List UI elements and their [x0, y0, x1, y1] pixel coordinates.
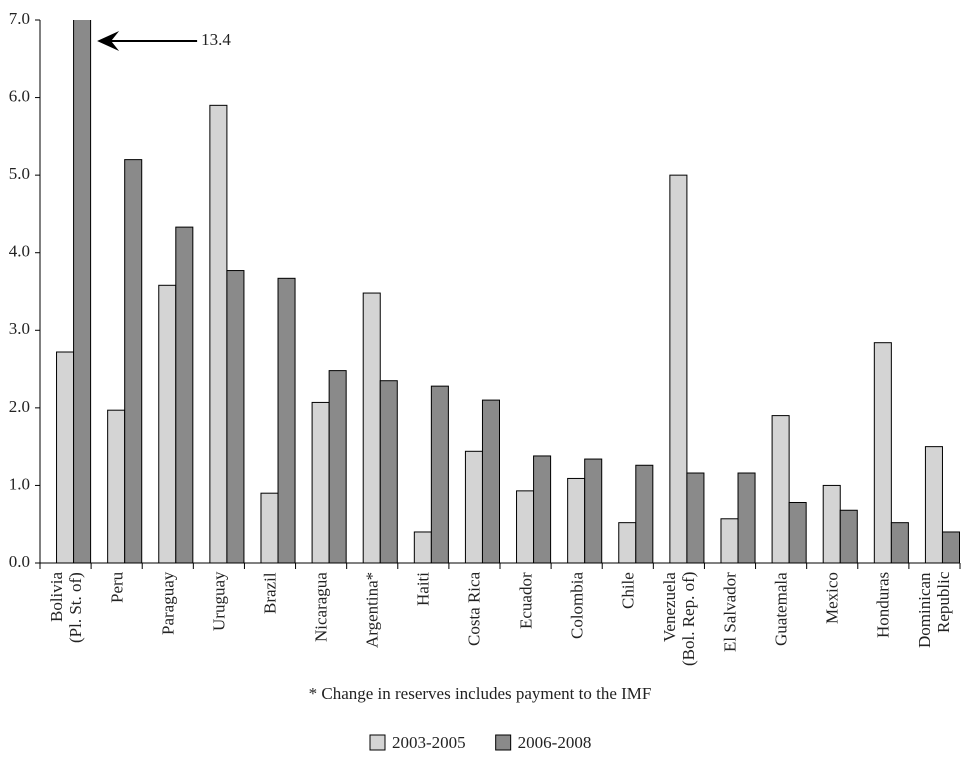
bar — [822, 484, 841, 563]
x-tick-label: Dominican Republic — [915, 572, 954, 648]
bar — [481, 399, 500, 563]
x-tick-label: Haiti — [413, 572, 433, 606]
bar — [890, 522, 909, 563]
bar — [158, 284, 177, 563]
x-tick-label: Ecuador — [516, 572, 536, 629]
bar — [311, 401, 330, 563]
y-tick-label: 3.0 — [9, 319, 30, 338]
bar — [56, 351, 75, 563]
y-tick-label: 0.0 — [9, 552, 30, 571]
legend-swatch — [369, 734, 386, 751]
legend-label: 2003-2005 — [392, 733, 466, 752]
footnote: * Change in reserves includes payment to… — [309, 684, 652, 703]
y-tick-label: 4.0 — [9, 242, 30, 261]
annotation: 13.4 — [201, 30, 231, 49]
x-tick-label: Costa Rica — [464, 572, 484, 647]
bar — [873, 342, 892, 563]
x-tick-label: Venezuela (Bol. Rep. of) — [659, 572, 698, 667]
y-tick-label: 7.0 — [9, 9, 30, 28]
x-tick-label: Honduras — [873, 572, 893, 639]
bar — [362, 292, 381, 563]
x-tick-label: El Salvador — [720, 572, 740, 652]
bar — [533, 455, 552, 563]
bar — [669, 174, 688, 563]
bar — [430, 385, 449, 563]
bar — [584, 458, 603, 563]
bar — [635, 464, 654, 563]
bar — [941, 531, 960, 563]
x-tick-label: Peru — [107, 572, 127, 604]
bar — [107, 409, 126, 563]
x-tick-label: Nicaragua — [311, 572, 331, 642]
bar — [924, 446, 943, 563]
bar — [516, 490, 535, 563]
legend-label: 2006-2008 — [518, 733, 592, 752]
x-tick-label: Argentina* — [362, 572, 382, 649]
bar — [788, 501, 807, 563]
x-tick-label: Chile — [618, 572, 638, 609]
bar — [839, 509, 858, 563]
bar — [686, 472, 705, 563]
bar — [260, 492, 279, 563]
y-tick-label: 1.0 — [9, 474, 30, 493]
y-tick-label: 6.0 — [9, 86, 30, 105]
bar — [277, 277, 296, 563]
x-tick-label: Paraguay — [158, 572, 178, 636]
bar — [737, 472, 756, 563]
bar — [209, 104, 228, 563]
x-tick-label: Brazil — [260, 572, 280, 614]
bar — [328, 370, 347, 563]
bar — [618, 522, 637, 563]
bar — [226, 270, 245, 563]
bar — [413, 531, 432, 563]
bar — [464, 450, 483, 563]
x-tick-label: Uruguay — [209, 572, 229, 632]
bar — [567, 477, 586, 563]
arrow-head — [97, 31, 120, 51]
y-tick-label: 2.0 — [9, 397, 30, 416]
bar — [771, 415, 790, 563]
x-tick-label: Colombia — [567, 572, 587, 640]
x-tick-label: Guatemala — [771, 572, 791, 646]
bar — [720, 518, 739, 563]
bar — [175, 226, 194, 563]
bar — [379, 380, 398, 563]
bar — [124, 159, 143, 563]
bar — [73, 20, 92, 563]
plot-area — [56, 20, 960, 563]
x-tick-label: Bolivia (Pl. St. of) — [46, 572, 85, 643]
legend-swatch — [495, 734, 512, 751]
y-tick-label: 5.0 — [9, 164, 30, 183]
x-tick-label: Mexico — [822, 572, 842, 624]
